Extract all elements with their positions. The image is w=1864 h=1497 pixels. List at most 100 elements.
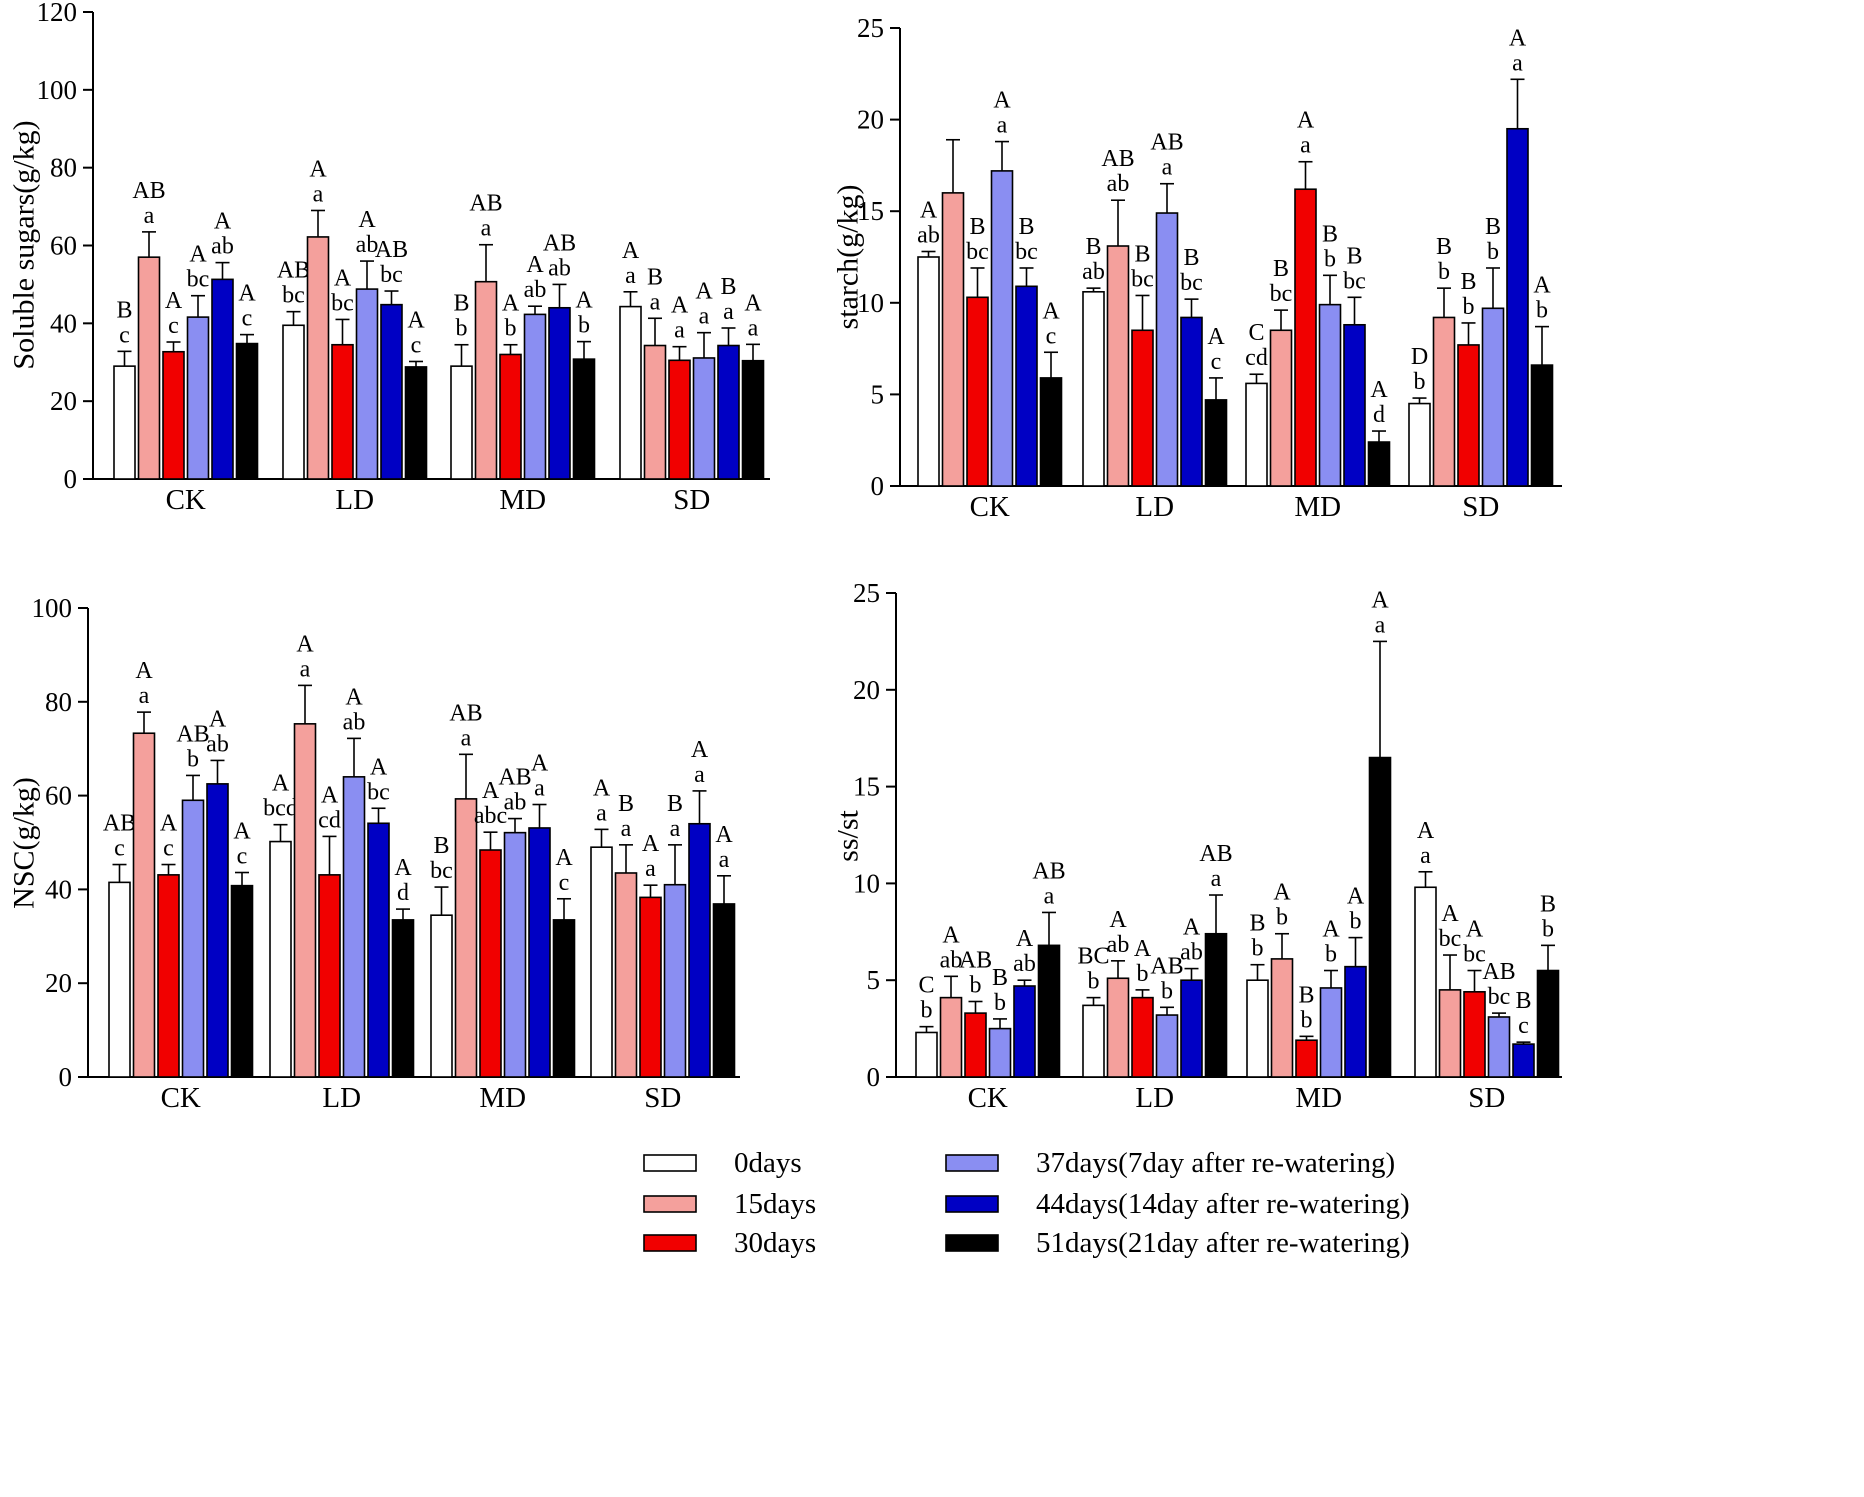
soluble-sugars-chart: Soluble sugars(g/kg)020406080100120CKcBa… (8, 0, 770, 516)
significance-lower: a (1375, 612, 1386, 638)
significance-lower: a (723, 299, 734, 325)
significance-lower: b (1161, 978, 1173, 1004)
significance-upper: C (1248, 320, 1264, 346)
significance-upper: AB (1150, 130, 1183, 156)
significance-upper: A (555, 845, 573, 871)
bar (1294, 188, 1317, 487)
significance-lower: bc (1270, 281, 1293, 307)
significance-lower: a (461, 725, 472, 751)
significance-upper: A (370, 754, 388, 780)
significance-upper: A (1134, 936, 1152, 962)
significance-upper: A (920, 198, 938, 224)
significance-lower: bc (430, 858, 453, 884)
y-tick-label: 80 (45, 687, 72, 717)
bar (1414, 886, 1437, 1078)
category-label: SD (644, 1082, 681, 1114)
significance-upper: A (189, 242, 207, 268)
legend-swatch (643, 1234, 697, 1252)
significance-lower: bcd (263, 796, 298, 822)
significance-upper: B (1346, 243, 1362, 269)
y-tick-label: 80 (50, 153, 77, 183)
significance-upper: A (575, 288, 593, 314)
significance-lower: b (505, 316, 517, 342)
bar (181, 799, 205, 1078)
significance-upper: A (1370, 377, 1388, 403)
bar (1269, 329, 1293, 487)
significance-lower: a (1044, 883, 1055, 909)
significance-upper: A (1441, 901, 1459, 927)
bar (741, 359, 765, 480)
significance-lower: b (1088, 969, 1100, 995)
significance-lower: b (1276, 905, 1288, 931)
bar (712, 903, 736, 1078)
significance-lower: bc (1015, 239, 1038, 265)
category-label: LD (1135, 1082, 1174, 1114)
category-label: SD (673, 484, 710, 516)
significance-upper: B (116, 297, 132, 323)
bar (1457, 344, 1480, 487)
bar (1039, 377, 1063, 487)
significance-upper: A (1466, 917, 1484, 943)
bar (1481, 307, 1505, 487)
significance-upper: AB (449, 700, 482, 726)
legend-label: 30days (734, 1227, 816, 1259)
significance-upper: AB (176, 721, 209, 747)
bar (331, 343, 354, 480)
significance-lower: bc (1463, 942, 1486, 968)
bar (380, 303, 403, 480)
significance-upper: AB (543, 230, 576, 256)
significance-upper: A (214, 209, 232, 235)
significance-upper: B (618, 791, 634, 817)
significance-upper: AB (375, 237, 408, 263)
bar (619, 305, 642, 480)
bar (1015, 285, 1038, 487)
significance-upper: A (321, 782, 339, 808)
bar (1204, 399, 1228, 487)
significance-lower: a (997, 113, 1008, 139)
y-tick-label: 15 (853, 772, 880, 802)
y-tick-label: 100 (32, 593, 73, 623)
significance-lower: a (621, 816, 632, 842)
significance-lower: a (1512, 50, 1523, 76)
significance-upper: A (334, 265, 352, 291)
significance-upper: B (1298, 982, 1314, 1008)
significance-upper: A (272, 771, 290, 797)
bar (1131, 996, 1154, 1078)
significance-lower: a (645, 856, 656, 882)
significance-lower: ab (343, 709, 366, 735)
significance-lower: a (139, 683, 150, 709)
bar (1131, 329, 1154, 487)
y-tick-label: 25 (853, 578, 880, 608)
significance-lower: a (1162, 155, 1173, 181)
significance-upper: A (1016, 926, 1034, 952)
y-axis-label: starch(g/kg) (832, 185, 865, 330)
legend-label: 44days(14day after re-watering) (1036, 1188, 1410, 1220)
significance-upper: A (1533, 273, 1551, 299)
significance-upper: A (233, 819, 251, 845)
y-tick-label: 100 (37, 75, 78, 105)
category-label: MD (499, 484, 546, 516)
significance-lower: b (1350, 909, 1362, 935)
bar (282, 324, 305, 480)
significance-upper: B (1273, 256, 1289, 282)
significance-upper: A (942, 922, 960, 948)
significance-upper: BC (1077, 944, 1109, 970)
y-tick-label: 0 (59, 1062, 73, 1092)
bar (186, 316, 210, 480)
bar (1246, 979, 1269, 1078)
significance-upper: A (1207, 324, 1225, 350)
significance-lower: a (1211, 866, 1222, 892)
significance-upper: A (695, 279, 713, 305)
significance-lower: b (578, 313, 590, 339)
significance-upper: AB (1482, 959, 1515, 985)
bar (1106, 245, 1130, 487)
bar (917, 256, 940, 487)
bar (1082, 1004, 1105, 1078)
significance-lower: a (670, 816, 681, 842)
y-tick-label: 5 (871, 379, 885, 409)
y-tick-label: 20 (50, 386, 77, 416)
starch-chart: starch(g/kg)0510152025CKabAbcBaAbcBcALDa… (832, 13, 1562, 523)
significance-lower: bc (282, 283, 305, 309)
bar (479, 849, 502, 1078)
significance-lower: b (1542, 916, 1554, 942)
